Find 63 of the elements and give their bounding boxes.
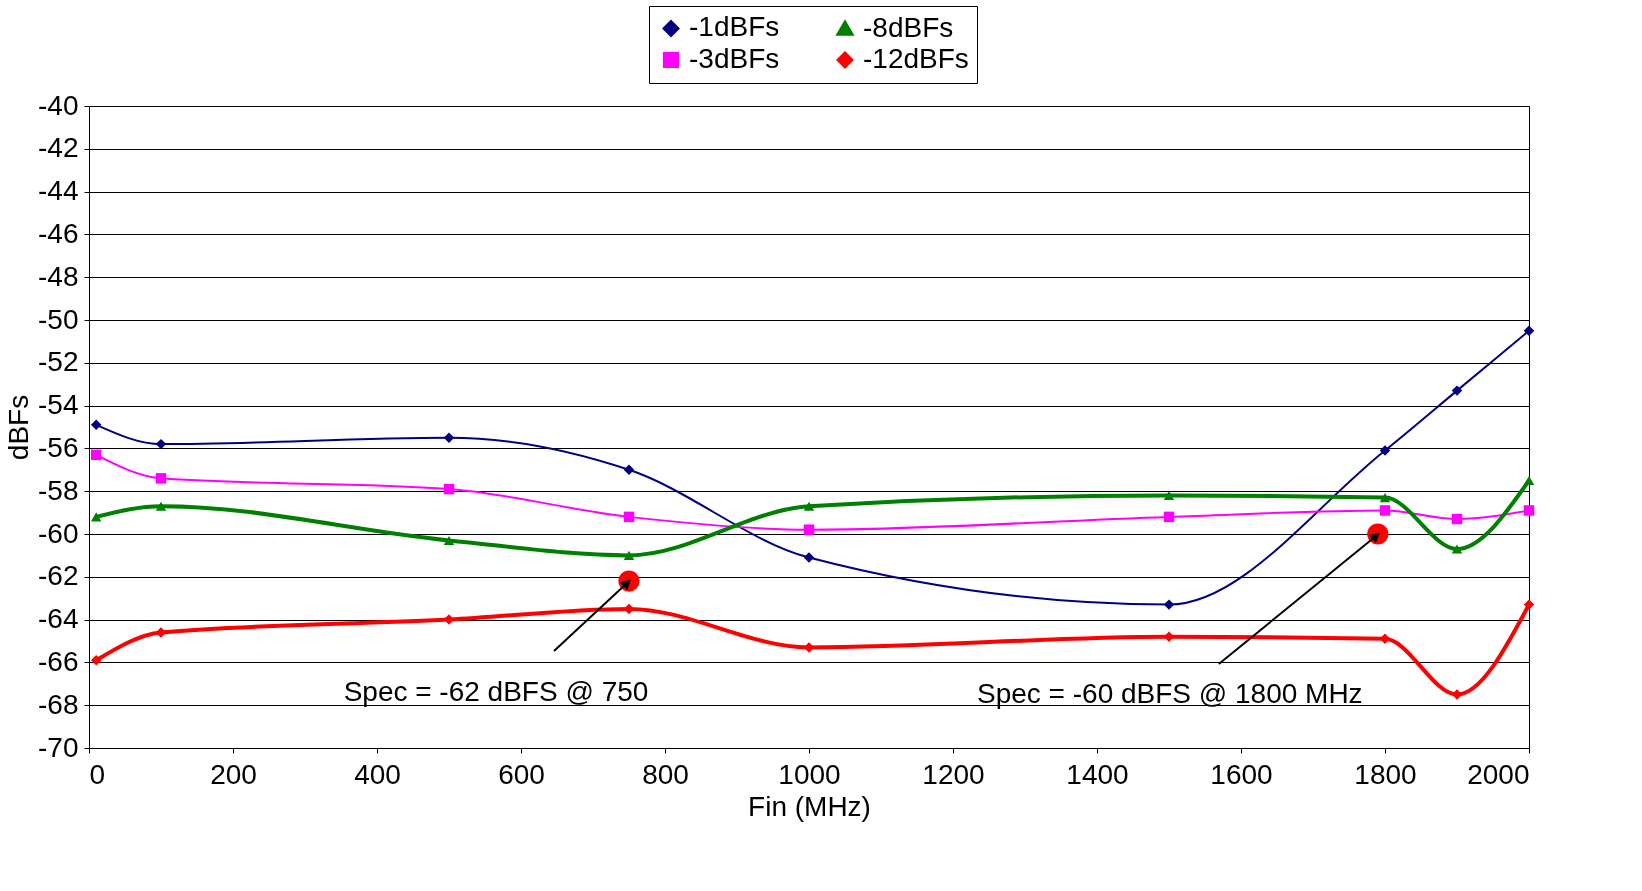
- y-tick-label: -60: [38, 517, 79, 549]
- point: [623, 511, 635, 523]
- y-tick-label: -62: [38, 560, 79, 592]
- point: [1379, 505, 1391, 516]
- point: [155, 473, 167, 484]
- x-tick-label: 600: [498, 758, 545, 790]
- point: [623, 550, 635, 560]
- y-tick-label: -52: [38, 346, 79, 378]
- point: [90, 449, 102, 461]
- annotation: Spec = -62 dBFS @ 750: [343, 676, 649, 708]
- point: [90, 512, 102, 522]
- legend-label: -1dBFs: [689, 11, 780, 43]
- y-tick-label: -66: [38, 645, 79, 677]
- y-tick-label: -64: [38, 603, 79, 635]
- y-axis-title: dBFs: [3, 394, 35, 461]
- x-tick-label: 1400: [1066, 758, 1129, 790]
- x-tick-label: 800: [642, 758, 689, 790]
- point: [1451, 544, 1463, 554]
- point: [1379, 493, 1391, 503]
- point: [1163, 511, 1175, 523]
- point: [155, 501, 167, 511]
- point: [1163, 599, 1175, 610]
- y-tick-label: -70: [38, 731, 79, 763]
- x-tick-label: 1000: [778, 758, 841, 790]
- legend-label: -8dBFs: [863, 11, 954, 43]
- x-axis-title: Fin (MHz): [748, 790, 871, 822]
- legend-label: -3dBFs: [689, 43, 780, 74]
- point: [90, 419, 102, 431]
- y-tick-label: -48: [38, 260, 79, 292]
- point: [1451, 385, 1463, 396]
- x-tick-label: 1200: [922, 758, 985, 790]
- y-tick-label: -68: [38, 688, 79, 720]
- x-tick-label: 1600: [1210, 758, 1273, 790]
- point: [1163, 490, 1175, 501]
- point: [623, 464, 635, 476]
- y-tick-label: -42: [38, 132, 79, 164]
- point: [155, 438, 167, 450]
- x-tick-label: 2000: [1467, 758, 1530, 790]
- y-tick-label: -50: [38, 303, 79, 335]
- point: [803, 524, 815, 535]
- point: [1451, 513, 1463, 525]
- point: [1379, 445, 1391, 456]
- point: [803, 552, 815, 563]
- point: [443, 535, 455, 545]
- y-tick-label: -54: [38, 389, 79, 421]
- y-tick-label: -40: [38, 89, 79, 121]
- y-tick-label: -44: [38, 175, 79, 207]
- point: [1523, 325, 1535, 336]
- y-tick-label: -46: [38, 217, 79, 249]
- point: [443, 432, 455, 443]
- point: [443, 483, 455, 495]
- legend-label: -12dBFs: [863, 43, 969, 74]
- point: [1523, 599, 1535, 610]
- x-tick-label: 200: [210, 758, 257, 790]
- x-tick-label: 0: [89, 758, 106, 790]
- point: [90, 655, 102, 666]
- point: [803, 501, 815, 511]
- y-tick-label: -58: [38, 474, 79, 506]
- x-tick-label: 1800: [1354, 758, 1417, 790]
- point: [1523, 475, 1535, 486]
- y-tick-label: -56: [38, 431, 79, 463]
- point: [1523, 505, 1535, 516]
- x-tick-label: 400: [354, 758, 401, 790]
